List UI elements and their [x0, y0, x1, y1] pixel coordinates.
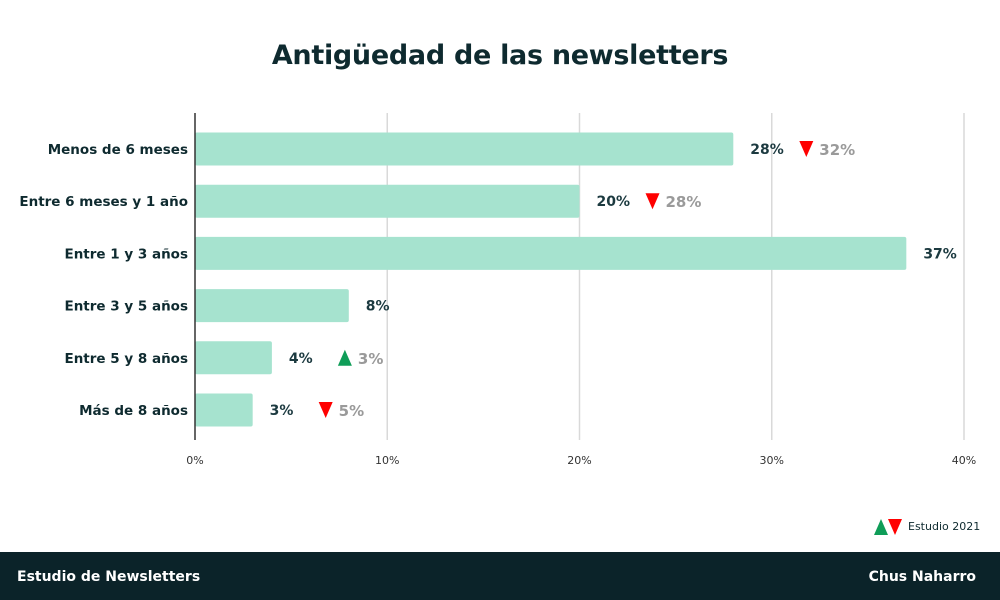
legend-label: Estudio 2021 — [908, 519, 981, 533]
previous-value-label: 32% — [819, 141, 855, 159]
bar — [195, 341, 272, 375]
trend-up-icon — [337, 349, 352, 366]
category-label: Entre 3 y 5 años — [64, 299, 188, 315]
value-label: 37% — [923, 246, 957, 262]
category-label: Entre 5 y 8 años — [64, 351, 188, 367]
up-down-triangles-icon — [874, 519, 902, 535]
category-label: Entre 6 meses y 1 año — [19, 194, 188, 210]
value-label: 4% — [289, 351, 313, 367]
bar — [195, 132, 734, 166]
bar — [195, 184, 580, 218]
footer: Estudio de Newsletters Chus Naharro — [0, 552, 1000, 600]
trend-down-icon — [645, 193, 660, 210]
x-tick-label: 20% — [567, 454, 591, 467]
bar — [195, 393, 253, 427]
bar-chart: 0% 10% 20% 30% 40% Menos de 6 meses 28% 32% Entr… — [19, 113, 976, 467]
trend-down-icon — [318, 402, 333, 418]
value-label: 28% — [750, 142, 784, 158]
legend: Estudio 2021 — [874, 517, 980, 535]
previous-value-label: 3% — [358, 350, 383, 368]
chart-title: Antigüedad de las newsletters — [271, 40, 729, 71]
footer-left-text: Estudio de Newsletters — [17, 569, 201, 585]
value-label: 20% — [597, 194, 631, 210]
category-label: Menos de 6 meses — [48, 142, 188, 158]
value-label: 8% — [366, 299, 390, 315]
bar — [195, 289, 349, 323]
category-label: Entre 1 y 3 años — [64, 246, 188, 262]
category-label: Más de 8 años — [79, 403, 188, 419]
x-tick-label: 0% — [186, 454, 203, 467]
bar — [195, 236, 907, 270]
x-tick-label: 10% — [375, 454, 399, 467]
previous-value-label: 5% — [339, 402, 364, 420]
x-tick-label: 30% — [760, 454, 784, 467]
trend-down-icon — [799, 141, 814, 157]
value-label: 3% — [270, 403, 294, 419]
x-tick-label: 40% — [952, 454, 976, 467]
footer-author: Chus Naharro — [868, 569, 976, 585]
previous-value-label: 28% — [666, 193, 702, 211]
